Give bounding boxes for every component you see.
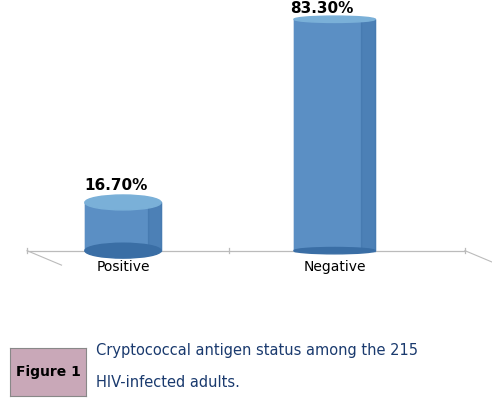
Polygon shape: [294, 19, 308, 250]
Text: Figure 1: Figure 1: [16, 365, 80, 379]
Ellipse shape: [294, 16, 375, 23]
Bar: [85, 202, 161, 250]
Text: HIV-infected adults.: HIV-infected adults.: [96, 375, 240, 391]
Ellipse shape: [85, 243, 161, 258]
Text: 16.70%: 16.70%: [84, 178, 147, 193]
Bar: [294, 19, 375, 250]
Text: 83.30%: 83.30%: [291, 1, 354, 16]
Text: Positive: Positive: [96, 260, 150, 274]
Text: Negative: Negative: [303, 260, 366, 274]
Ellipse shape: [85, 195, 161, 210]
Polygon shape: [148, 202, 161, 250]
Text: Cryptococcal antigen status among the 215: Cryptococcal antigen status among the 21…: [96, 343, 418, 358]
Ellipse shape: [294, 248, 375, 254]
Polygon shape: [85, 202, 98, 250]
Polygon shape: [361, 19, 375, 250]
